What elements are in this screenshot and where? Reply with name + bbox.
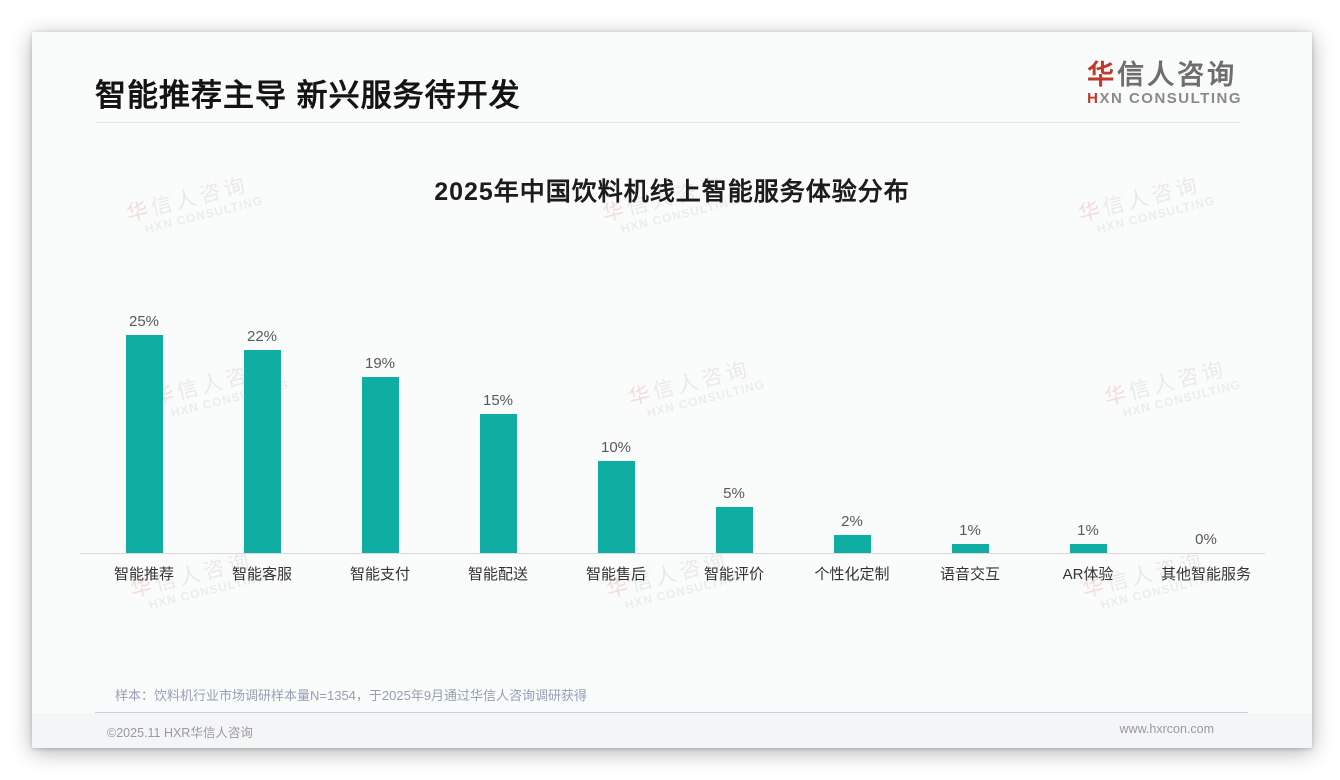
- bar-value-label: 22%: [246, 327, 278, 345]
- bar-column: 1%: [1029, 313, 1147, 553]
- bar: [479, 414, 517, 553]
- bar: [597, 460, 635, 553]
- category-label: 智能售后: [585, 566, 646, 583]
- copyright-text: ©2025.11 HXR华信人咨询: [107, 726, 253, 740]
- bar: [125, 335, 163, 553]
- x-axis-line: [80, 553, 1265, 554]
- bar-column: 22%: [203, 313, 321, 553]
- category-label: 智能支付: [349, 566, 410, 583]
- bar-value-label: 5%: [723, 484, 745, 502]
- bar: [715, 506, 753, 553]
- bar-column: 1%: [911, 313, 1029, 553]
- category-label: 智能推荐: [113, 566, 174, 583]
- company-logo: 华信人咨询 HXN CONSULTING: [1087, 60, 1242, 108]
- bar-chart-plot: 25% 22% 19% 15% 10% 5% 2% 1% 1% 0%: [85, 313, 1265, 553]
- bar-value-label: 1%: [959, 521, 981, 539]
- bar-column: 15%: [439, 313, 557, 553]
- bar-value-label: 15%: [482, 392, 514, 410]
- chart-title: 2025年中国饮料机线上智能服务体验分布: [434, 178, 910, 206]
- logo-zh-text: 华信人咨询: [1087, 60, 1238, 90]
- bar: [1069, 543, 1107, 553]
- bar-value-label: 2%: [841, 512, 863, 530]
- bar: [361, 377, 399, 553]
- bar-column: 2%: [793, 313, 911, 553]
- header-divider: [95, 122, 1240, 123]
- category-label: AR体验: [1062, 566, 1114, 583]
- logo-en-text: HXN CONSULTING: [1087, 90, 1242, 108]
- report-card: 华信人咨询 HXN CONSULTING 华信人咨询 HXN CONSULTIN…: [32, 32, 1312, 748]
- sample-footnote: 样本：饮料机行业市场调研样本量N=1354，于2025年9月通过华信人咨询调研获…: [115, 688, 588, 703]
- footer-divider: [95, 712, 1248, 713]
- bar-column: 10%: [557, 313, 675, 553]
- category-label: 个性化定制: [814, 566, 890, 583]
- bar-column: 19%: [321, 313, 439, 553]
- bar-value-label: 19%: [364, 355, 396, 373]
- footer-strip: [32, 713, 1312, 748]
- bar-column: 5%: [675, 313, 793, 553]
- page-title: 智能推荐主导 新兴服务待开发: [95, 78, 521, 113]
- bar-value-label: 0%: [1195, 531, 1217, 548]
- bar: [951, 543, 989, 553]
- bar: [833, 534, 871, 553]
- x-axis-labels: 智能推荐 智能客服 智能支付 智能配送 智能售后 智能评价 个性化定制 语音交互 AR体验 其他智…: [85, 563, 1265, 584]
- category-label: 语音交互: [939, 566, 1000, 583]
- bar-value-label: 25%: [128, 313, 160, 330]
- bar-value-label: 10%: [600, 438, 632, 456]
- bar-value-label: 1%: [1077, 521, 1099, 539]
- category-label: 智能客服: [231, 566, 292, 583]
- category-label: 智能评价: [703, 566, 764, 583]
- category-label: 智能配送: [467, 566, 528, 583]
- category-label: 其他智能服务: [1160, 566, 1251, 583]
- bar-column: 0%: [1147, 313, 1265, 553]
- bar: [243, 349, 281, 553]
- bar-column: 25%: [85, 313, 203, 553]
- website-link[interactable]: www.hxrcon.com: [1119, 722, 1214, 736]
